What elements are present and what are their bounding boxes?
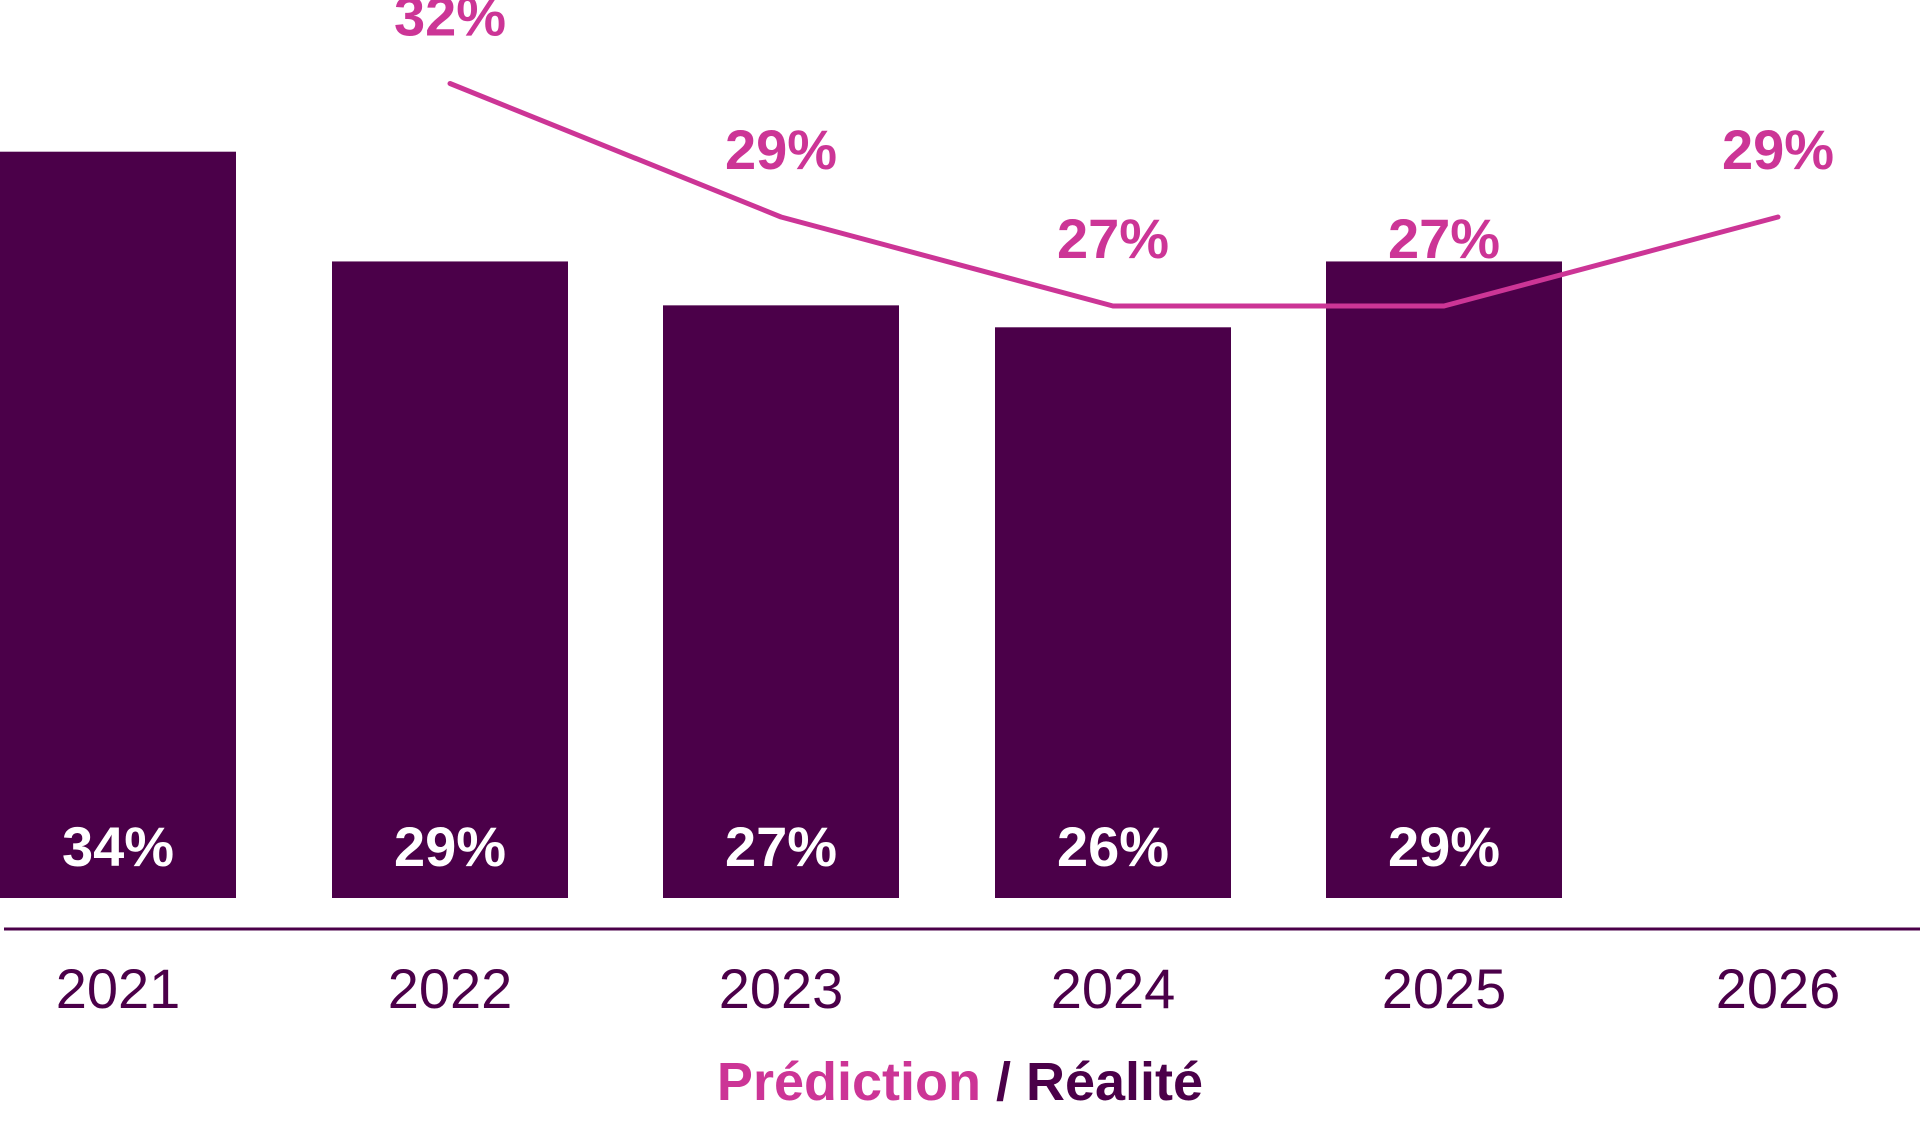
bar-2025 [1326, 261, 1562, 898]
x-tick-2022: 2022 [388, 957, 513, 1020]
bar-label-2025: 29% [1388, 815, 1500, 878]
bar-2022 [332, 261, 568, 898]
legend: Prédiction / Réalité [0, 1055, 1920, 1109]
legend-reality-label: Réalité [1025, 1052, 1204, 1112]
legend-separator: / [980, 1052, 1026, 1112]
bar-2024 [995, 327, 1231, 898]
prediction-label-2026: 29% [1722, 118, 1834, 181]
prediction-line [447, 81, 1781, 309]
bar-label-2024: 26% [1057, 815, 1169, 878]
bar-label-2021: 34% [62, 815, 174, 878]
bar-label-2022: 29% [394, 815, 506, 878]
prediction-label-2024: 27% [1057, 207, 1169, 270]
bar-2021 [0, 151, 236, 898]
prediction-label-2025: 27% [1388, 207, 1500, 270]
x-tick-2025: 2025 [1382, 957, 1507, 1020]
x-tick-2023: 2023 [719, 957, 844, 1020]
prediction-label-2022: 32% [394, 0, 506, 48]
prediction-label-2023: 29% [725, 118, 837, 181]
x-tick-2021: 2021 [56, 957, 181, 1020]
legend-prediction-label: Prédiction [716, 1052, 981, 1112]
bar-label-2023: 27% [725, 815, 837, 878]
x-tick-2026: 2026 [1716, 957, 1841, 1020]
x-tick-2024: 2024 [1051, 957, 1176, 1020]
bar-2023 [663, 305, 899, 899]
